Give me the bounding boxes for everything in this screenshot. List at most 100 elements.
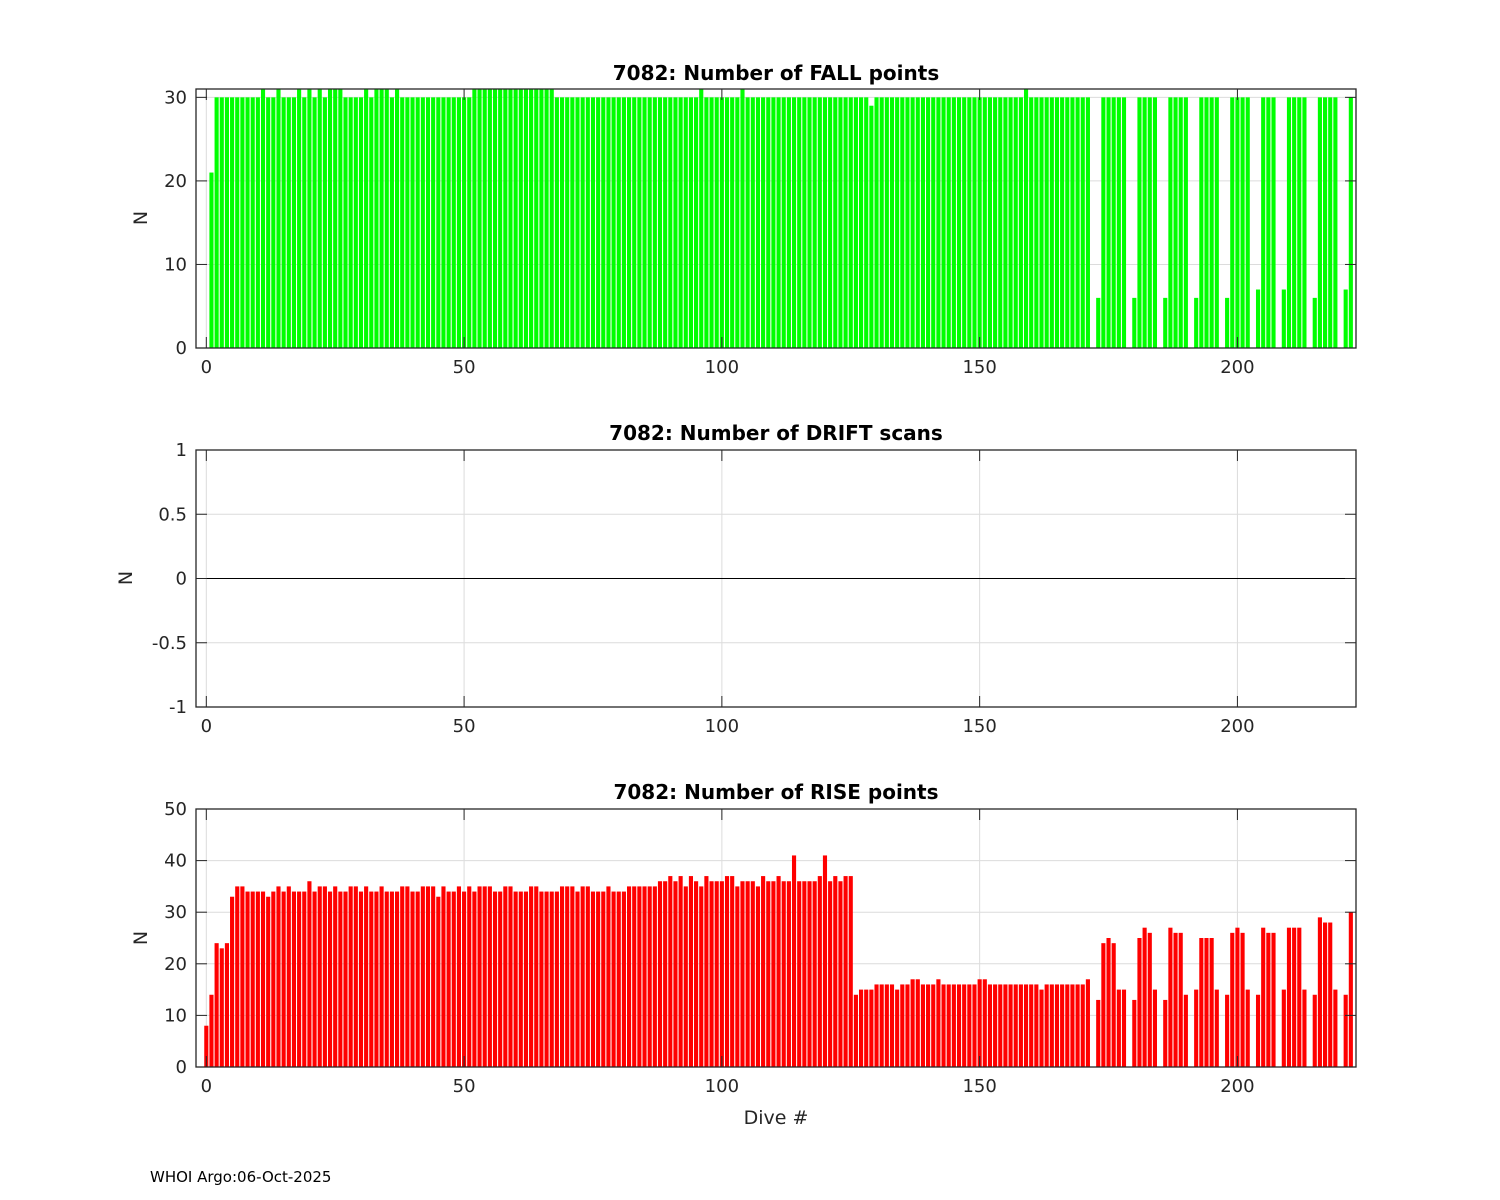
fall-bar	[1225, 297, 1230, 348]
drift-chart-title: 7082: Number of DRIFT scans	[609, 421, 943, 445]
rise-x-tick-label: 50	[453, 1076, 476, 1097]
fall-bar	[307, 89, 312, 348]
rise-bar	[1271, 932, 1276, 1067]
rise-bar	[1168, 927, 1173, 1067]
rise-bar	[529, 886, 534, 1067]
rise-bar	[951, 984, 956, 1067]
fall-bar	[972, 97, 977, 349]
rise-bar	[1049, 984, 1054, 1067]
rise-bar	[1343, 994, 1348, 1067]
rise-bar	[1106, 938, 1111, 1067]
rise-bar	[632, 886, 637, 1067]
fall-bar	[1152, 97, 1157, 349]
fall-bar	[230, 97, 235, 349]
rise-bar	[575, 891, 580, 1067]
fall-bar	[982, 97, 987, 349]
rise-bar	[812, 881, 817, 1067]
rise-bar	[683, 886, 688, 1067]
rise-bar	[487, 886, 492, 1067]
rise-bar	[559, 886, 565, 1067]
rise-bar	[838, 881, 843, 1067]
fall-bar	[570, 97, 575, 349]
fall-bar	[967, 97, 972, 349]
rise-bar	[735, 886, 740, 1067]
fall-y-tick-label: 30	[164, 87, 187, 108]
rise-bar	[508, 886, 513, 1067]
rise-bar	[745, 881, 750, 1067]
rise-bar	[1266, 932, 1271, 1067]
rise-bar	[544, 891, 549, 1067]
rise-bar	[807, 881, 812, 1067]
fall-bar	[1302, 97, 1307, 349]
fall-bar	[436, 97, 441, 349]
rise-bar	[647, 886, 652, 1067]
fall-bar	[1142, 97, 1147, 349]
fall-bar	[1245, 97, 1250, 349]
fall-bar	[1240, 97, 1245, 349]
rise-bar	[281, 891, 286, 1067]
fall-bar	[931, 97, 936, 349]
rise-bar	[833, 876, 838, 1067]
rise-bar	[1183, 994, 1188, 1067]
rise-bar	[1147, 932, 1152, 1067]
rise-bar	[441, 886, 446, 1067]
rise-y-tick-label: 20	[164, 954, 187, 975]
rise-bar	[1142, 927, 1147, 1067]
rise-bar	[786, 881, 791, 1067]
rise-bar	[1214, 989, 1219, 1067]
rise-bar	[931, 984, 936, 1067]
fall-x-tick-label: 50	[453, 357, 476, 378]
fall-bar	[637, 97, 642, 349]
fall-bar	[683, 97, 688, 349]
fall-bar	[1173, 97, 1178, 349]
fall-bar	[611, 97, 616, 349]
rise-bars	[204, 855, 1353, 1067]
rise-bar	[250, 891, 255, 1067]
fall-bar	[828, 97, 833, 349]
rise-bar	[910, 979, 915, 1067]
rise-bar	[802, 881, 807, 1067]
fall-bar	[508, 89, 513, 348]
rise-bar	[642, 886, 647, 1067]
drift-y-tick-label: 1	[176, 440, 187, 461]
rise-bar	[348, 886, 353, 1067]
fall-bar	[420, 97, 425, 349]
rise-bar	[822, 855, 828, 1067]
rise-bar	[817, 876, 822, 1067]
rise-bar	[740, 881, 745, 1067]
fall-chart-title: 7082: Number of FALL points	[613, 61, 939, 85]
fall-bar	[1075, 97, 1080, 349]
fall-bar	[1312, 297, 1317, 348]
fall-bar	[735, 97, 740, 349]
fall-bar	[668, 97, 673, 349]
rise-bar	[771, 881, 776, 1067]
fall-bar	[214, 97, 219, 349]
rise-bar	[1060, 984, 1065, 1067]
rise-bar	[338, 891, 343, 1067]
fall-bar	[822, 97, 828, 349]
fall-bar	[291, 97, 297, 349]
fall-bar	[276, 89, 281, 348]
rise-bar	[915, 979, 920, 1067]
fall-bar	[281, 97, 286, 349]
drift-x-tick-label: 100	[705, 716, 739, 737]
rise-y-tick-label: 10	[164, 1005, 187, 1026]
fall-bar	[534, 89, 539, 348]
fall-bar	[369, 97, 374, 349]
rise-bar	[245, 891, 250, 1067]
rise-bar	[286, 886, 291, 1067]
rise-bar	[616, 891, 621, 1067]
fall-bar	[477, 89, 482, 348]
fall-bar	[322, 97, 327, 349]
drift-y-tick-label: 0	[176, 569, 187, 590]
rise-bar	[1286, 927, 1292, 1067]
rise-bar	[255, 891, 260, 1067]
fall-bar	[1266, 97, 1271, 349]
rise-x-tick-label: 200	[1220, 1076, 1254, 1097]
rise-bar	[755, 886, 761, 1067]
rise-bar	[977, 979, 982, 1067]
rise-bar	[333, 886, 338, 1067]
fall-bar	[910, 97, 915, 349]
rise-bar	[781, 881, 786, 1067]
fall-bar	[240, 97, 245, 349]
